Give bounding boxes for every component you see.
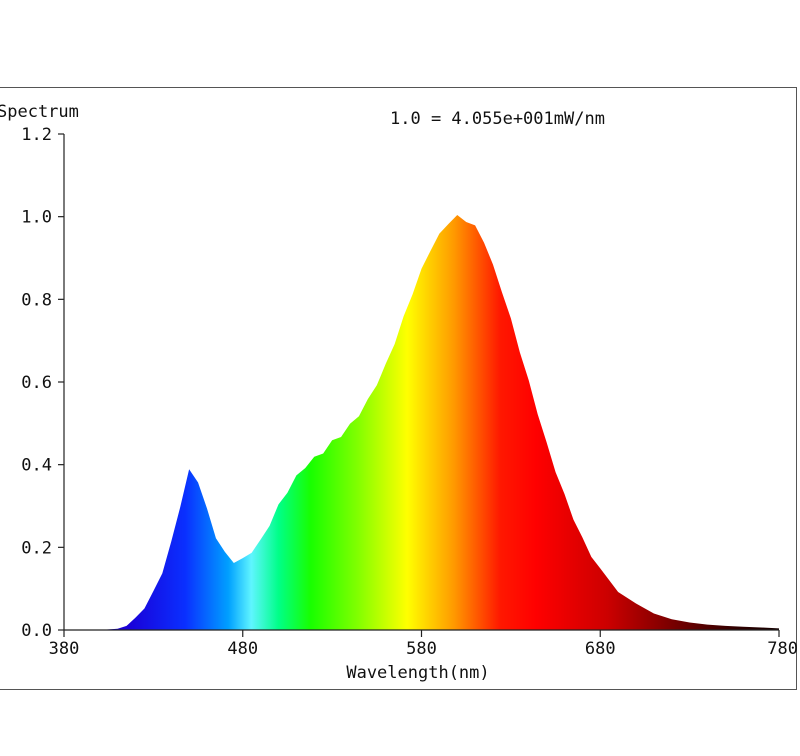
chart-frame [0,87,797,690]
x-tick-label: 780 [767,639,798,659]
x-tick-label: 480 [227,639,258,659]
spectrum-area [64,215,779,630]
y-tick-label: 1.2 [21,125,52,145]
x-tick-label: 580 [406,639,437,659]
y-tick-label: 0.4 [21,456,52,476]
scale-note: 1.0 = 4.055e+001mW/nm [390,109,605,129]
x-tick-label: 380 [49,639,80,659]
x-axis-ticks: 380 480 580 680 780 [49,630,798,659]
y-axis-ticks: 0.0 0.2 0.4 0.6 0.8 1.0 1.2 [21,125,64,641]
y-tick-label: 0.0 [21,621,52,641]
y-tick-label: 0.2 [21,538,52,558]
y-tick-label: 1.0 [21,208,52,228]
y-tick-label: 0.8 [21,290,52,310]
x-tick-label: 680 [585,639,616,659]
y-tick-label: 0.6 [21,373,52,393]
chart-title: Spectrum [0,102,79,122]
x-axis-label: Wavelength(nm) [346,663,489,683]
